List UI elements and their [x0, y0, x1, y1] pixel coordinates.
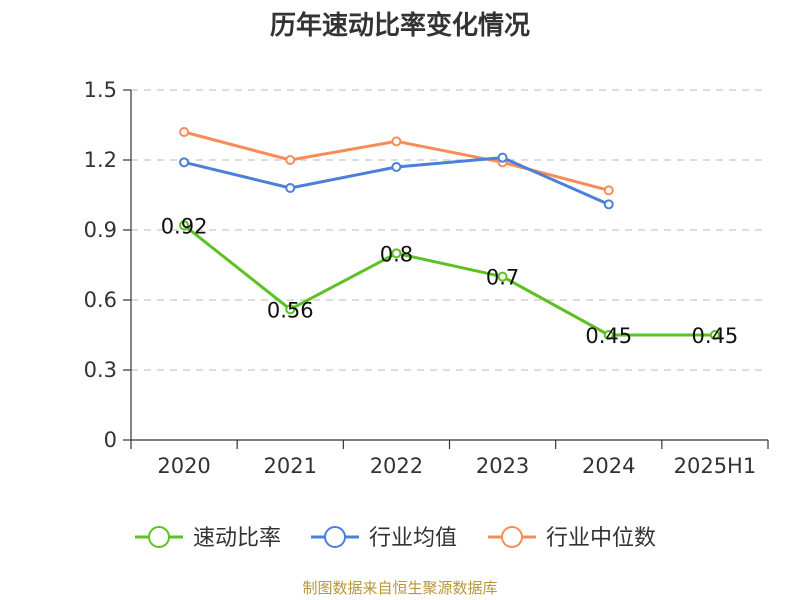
- y-tick-label: 0.6: [84, 288, 117, 312]
- data-point: [179, 220, 190, 231]
- y-tick-label: 0.9: [84, 218, 117, 242]
- y-tick-label: 1.2: [84, 148, 117, 172]
- data-point: [391, 248, 402, 259]
- data-point: [179, 127, 190, 137]
- data-point: [285, 183, 296, 193]
- data-label: 0.92: [161, 214, 208, 238]
- data-point: [603, 185, 614, 196]
- legend-swatch-marker: [324, 526, 346, 548]
- x-tick-label: 2023: [476, 454, 529, 478]
- data-point: [603, 199, 614, 210]
- data-point: [391, 136, 402, 147]
- data-point: [285, 155, 296, 165]
- x-tick-label: 2025H1: [674, 454, 757, 478]
- series-line-1: [183, 224, 715, 337]
- x-tick-label: 2022: [370, 454, 423, 478]
- grid-lines: [131, 89, 768, 371]
- legend-label: 行业均值: [369, 526, 457, 551]
- x-tick-label: 2021: [264, 454, 317, 478]
- legend-label: 速动比率: [193, 526, 281, 551]
- x-tick-label: 2020: [157, 454, 210, 478]
- y-tick-label: 1.5: [84, 78, 117, 102]
- data-labels: 0.92 0.56 0.8 0.7 0.45 0.45: [161, 214, 739, 348]
- data-label: 0.56: [267, 298, 314, 322]
- data-point: [497, 271, 508, 282]
- chart-title: 历年速动比率变化情况: [270, 10, 530, 41]
- legend-swatch-marker: [501, 526, 523, 548]
- y-tick-label: 0: [104, 428, 117, 452]
- source-note: 制图数据来自恒生聚源数据库: [302, 579, 497, 597]
- data-point: [709, 330, 720, 340]
- data-label: 0.45: [585, 324, 632, 348]
- y-tick-label: 0.3: [84, 358, 117, 382]
- data-point: [391, 162, 402, 172]
- data-label: 0.7: [486, 266, 519, 290]
- data-point: [179, 157, 190, 168]
- legend-swatch-marker: [148, 526, 170, 548]
- x-tick-label: 2024: [582, 454, 635, 478]
- data-point: [497, 152, 508, 163]
- legend: 速动比率 行业均值 行业中位数: [135, 526, 656, 551]
- data-label: 0.8: [380, 242, 413, 266]
- data-point: [603, 330, 614, 340]
- data-point: [285, 304, 296, 315]
- legend-label: 行业中位数: [546, 526, 656, 551]
- series-lines: [179, 127, 720, 340]
- axes: 0 0.3 0.6 0.9 1.2 1.5 2020 2021 2022 2023 2024 2025…: [84, 78, 769, 478]
- data-label: 0.45: [692, 324, 739, 348]
